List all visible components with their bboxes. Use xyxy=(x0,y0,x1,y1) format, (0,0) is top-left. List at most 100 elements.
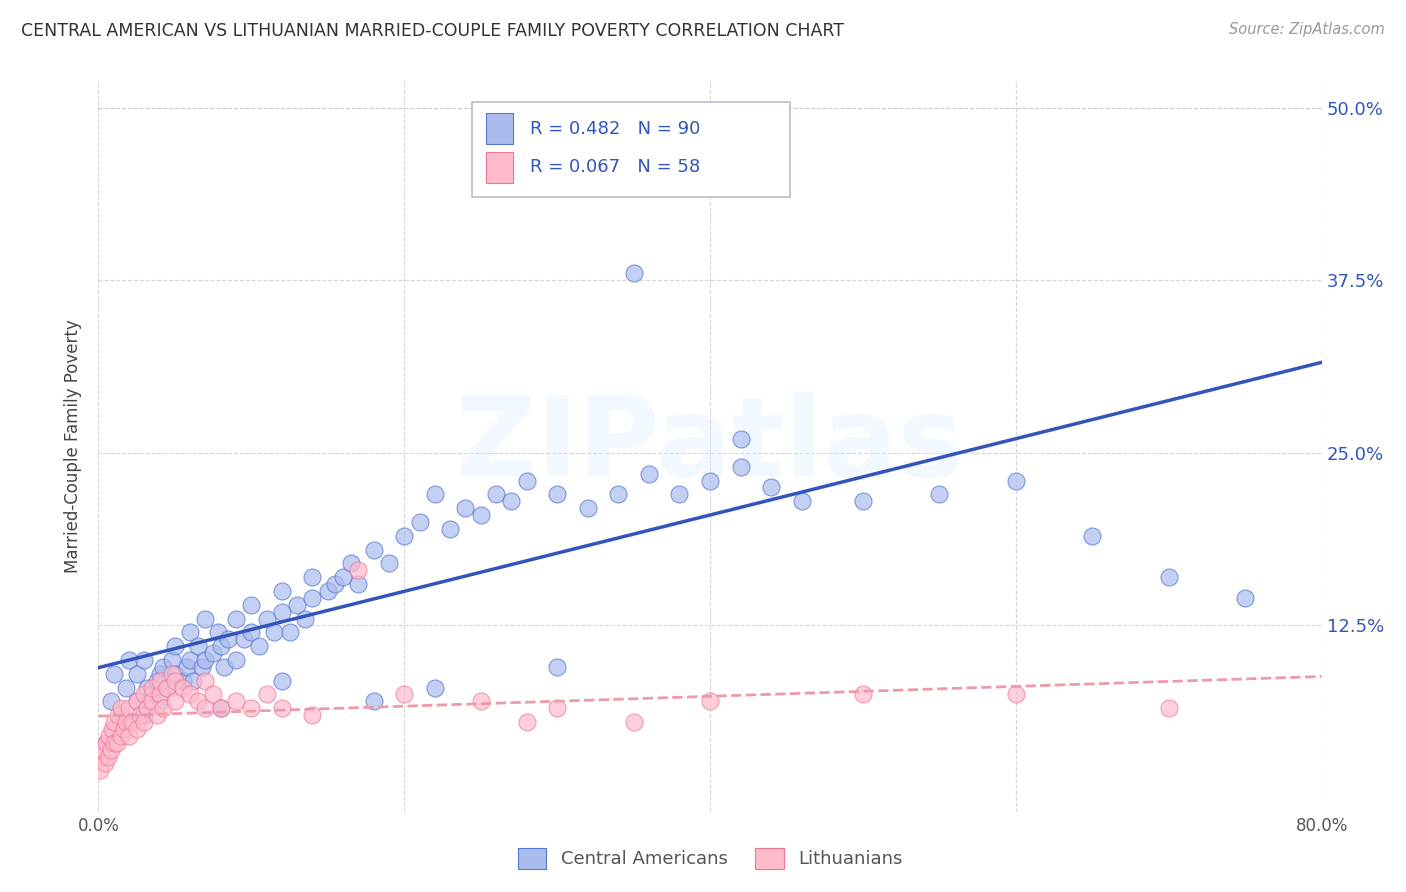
Point xyxy=(179,653,201,667)
Point xyxy=(1234,591,1257,605)
Point xyxy=(928,487,950,501)
Point xyxy=(94,736,117,750)
Point xyxy=(485,487,508,501)
Point xyxy=(325,577,347,591)
Point xyxy=(93,756,115,771)
Point xyxy=(110,701,132,715)
Point xyxy=(145,708,167,723)
FancyBboxPatch shape xyxy=(486,113,513,144)
Point xyxy=(118,701,141,715)
Text: R = 0.482   N = 90: R = 0.482 N = 90 xyxy=(530,120,700,137)
Point xyxy=(316,583,339,598)
Point xyxy=(347,577,370,591)
Point xyxy=(668,487,690,501)
Point xyxy=(852,494,875,508)
Point xyxy=(194,611,217,625)
Point xyxy=(118,729,141,743)
Point xyxy=(163,639,186,653)
Point xyxy=(172,681,194,695)
Point xyxy=(194,673,217,688)
Point xyxy=(181,673,204,688)
Point xyxy=(699,694,721,708)
Point xyxy=(730,432,752,446)
Text: Source: ZipAtlas.com: Source: ZipAtlas.com xyxy=(1229,22,1385,37)
Point xyxy=(110,729,132,743)
Point xyxy=(699,474,721,488)
Point xyxy=(294,611,316,625)
Point xyxy=(145,673,167,688)
Point xyxy=(790,494,813,508)
Point xyxy=(363,694,385,708)
Point xyxy=(247,639,270,653)
Point xyxy=(501,494,523,508)
Point xyxy=(301,708,323,723)
Point xyxy=(191,660,214,674)
Point xyxy=(90,749,112,764)
Point xyxy=(100,742,122,756)
Point xyxy=(152,660,174,674)
Point xyxy=(270,673,292,688)
Text: R = 0.067   N = 58: R = 0.067 N = 58 xyxy=(530,158,700,177)
Point xyxy=(470,508,492,522)
Point xyxy=(209,701,232,715)
Point xyxy=(546,701,568,715)
Point xyxy=(163,673,186,688)
Point xyxy=(103,722,125,736)
Point xyxy=(546,487,568,501)
Point xyxy=(194,653,217,667)
Point xyxy=(225,611,247,625)
Point xyxy=(263,625,285,640)
Point xyxy=(576,501,599,516)
Point xyxy=(256,611,278,625)
Point xyxy=(270,583,292,598)
Point xyxy=(470,694,492,708)
Point xyxy=(439,522,461,536)
Point xyxy=(270,605,292,619)
Point xyxy=(156,681,179,695)
Point xyxy=(516,714,538,729)
Point xyxy=(225,653,247,667)
Point xyxy=(179,687,201,701)
Point xyxy=(149,694,172,708)
Point xyxy=(392,687,416,701)
Point xyxy=(1004,474,1026,488)
Point xyxy=(163,666,186,681)
Point xyxy=(134,653,156,667)
Point xyxy=(240,701,263,715)
Point xyxy=(103,714,125,729)
Point xyxy=(156,681,179,695)
Point xyxy=(852,687,875,701)
Legend: Central Americans, Lithuanians: Central Americans, Lithuanians xyxy=(510,840,910,876)
Text: ZIPatlas: ZIPatlas xyxy=(456,392,965,500)
Point xyxy=(128,708,150,723)
Point xyxy=(115,714,138,729)
Point xyxy=(637,467,661,481)
Point xyxy=(187,639,209,653)
FancyBboxPatch shape xyxy=(486,152,513,183)
Point xyxy=(103,666,125,681)
Point xyxy=(759,480,782,494)
Point xyxy=(623,714,645,729)
Point xyxy=(112,722,135,736)
Point xyxy=(240,625,263,640)
Point xyxy=(1004,687,1026,701)
Point xyxy=(115,681,138,695)
Point xyxy=(149,666,172,681)
Point xyxy=(207,625,229,640)
Point xyxy=(176,660,198,674)
Point xyxy=(516,142,538,156)
Point xyxy=(125,722,148,736)
Point xyxy=(89,764,111,778)
Point xyxy=(1157,570,1180,584)
Point xyxy=(97,749,120,764)
Point xyxy=(202,646,225,660)
Point xyxy=(110,708,132,723)
Point xyxy=(270,701,292,715)
Point xyxy=(121,714,143,729)
Point xyxy=(607,487,630,501)
Point xyxy=(363,542,385,557)
Point xyxy=(136,701,159,715)
Point xyxy=(141,687,163,701)
Point xyxy=(392,529,416,543)
Point xyxy=(378,557,401,571)
